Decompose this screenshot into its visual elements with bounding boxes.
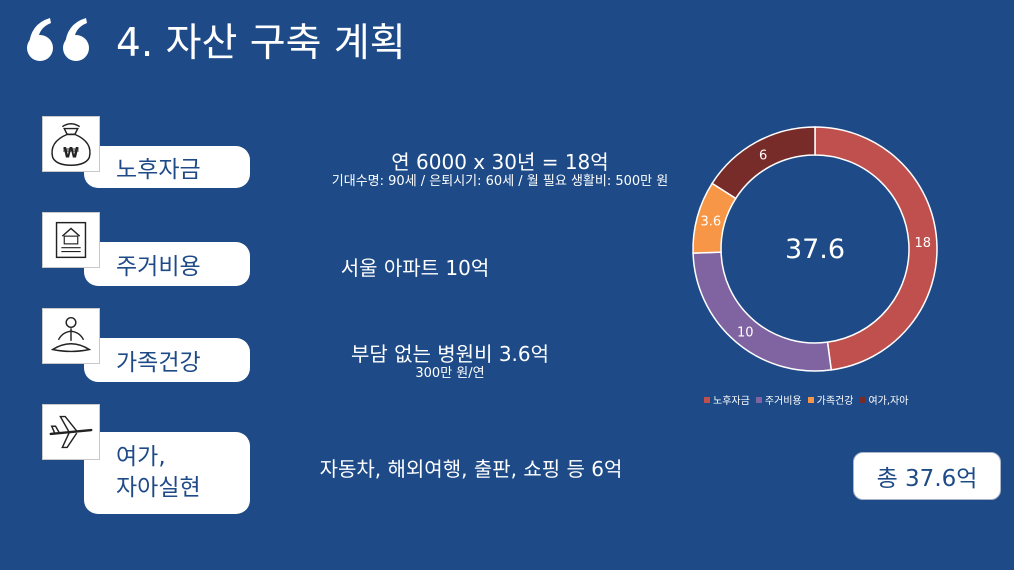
meditation-person-icon xyxy=(42,308,100,364)
legend-item-2: 가족건강 xyxy=(807,392,854,407)
category-desc-housing: 서울 아파트 10억 xyxy=(290,256,540,280)
chart-center-label: 37.6 xyxy=(785,234,845,265)
category-desc-retirement: 연 6000 x 30년 = 18억 기대수명: 90세 / 은퇴시기: 60세… xyxy=(290,150,710,190)
donut-slice-3 xyxy=(711,126,816,200)
desc-main: 부담 없는 병원비 3.6억 xyxy=(350,342,550,366)
slide-title: 4. 자산 구축 계획 xyxy=(116,21,406,66)
donut-slice-label-0: 18 xyxy=(914,236,931,251)
double-quote-icon xyxy=(27,18,89,61)
category-label-housing: 주거비용 xyxy=(84,242,250,286)
donut-chart: 18 10 3.6 6 37.6 xyxy=(692,126,938,372)
airplane-icon xyxy=(42,404,100,460)
donut-slice-label-2: 3.6 xyxy=(700,214,721,229)
donut-slice-0 xyxy=(814,126,938,371)
legend-label: 노후자금 xyxy=(713,396,750,407)
legend-item-1: 주거비용 xyxy=(755,392,802,407)
svg-text:₩: ₩ xyxy=(63,146,79,162)
desc-main: 자동차, 해외여행, 출판, 쇼핑 등 6억 xyxy=(319,457,623,481)
desc-sub: 기대수명: 90세 / 은퇴시기: 60세 / 월 필요 생활비: 500만 원 xyxy=(331,174,669,189)
legend-swatch xyxy=(807,396,814,403)
legend-label: 가족건강 xyxy=(816,396,854,407)
donut-slice-1 xyxy=(692,251,833,372)
category-label-line1: 여가, xyxy=(116,444,166,470)
legend-swatch xyxy=(859,396,866,403)
legend-swatch xyxy=(755,396,762,403)
desc-main: 서울 아파트 10억 xyxy=(340,256,490,280)
total-badge: 총 37.6억 xyxy=(853,452,1001,500)
category-label-health: 가족건강 xyxy=(84,338,250,382)
chart-legend: 노후자금 주거비용 가족건강 여가,자아 xyxy=(704,392,944,407)
desc-sub: 300만 원/연 xyxy=(415,366,485,381)
category-label-leisure: 여가, 자아실현 xyxy=(84,432,250,514)
money-bag-won-icon: ₩ xyxy=(42,116,100,172)
legend-label: 주거비용 xyxy=(764,396,802,407)
category-label-line2: 자아실현 xyxy=(116,475,201,501)
legend-swatch xyxy=(704,396,710,403)
desc-main: 연 6000 x 30년 = 18억 xyxy=(391,150,609,174)
donut-slice-label-3: 6 xyxy=(759,148,767,163)
legend-label: 여가,자아 xyxy=(868,396,909,407)
category-desc-health: 부담 없는 병원비 3.6억 300만 원/연 xyxy=(320,342,580,382)
donut-slice-label-1: 10 xyxy=(737,325,754,340)
house-document-icon xyxy=(42,212,100,268)
legend-item-0: 노후자금 xyxy=(704,392,750,407)
category-desc-leisure: 자동차, 해외여행, 출판, 쇼핑 등 6억 xyxy=(306,457,636,481)
category-label-retirement: 노후자금 xyxy=(84,146,250,188)
legend-item-3: 여가,자아 xyxy=(859,392,908,407)
